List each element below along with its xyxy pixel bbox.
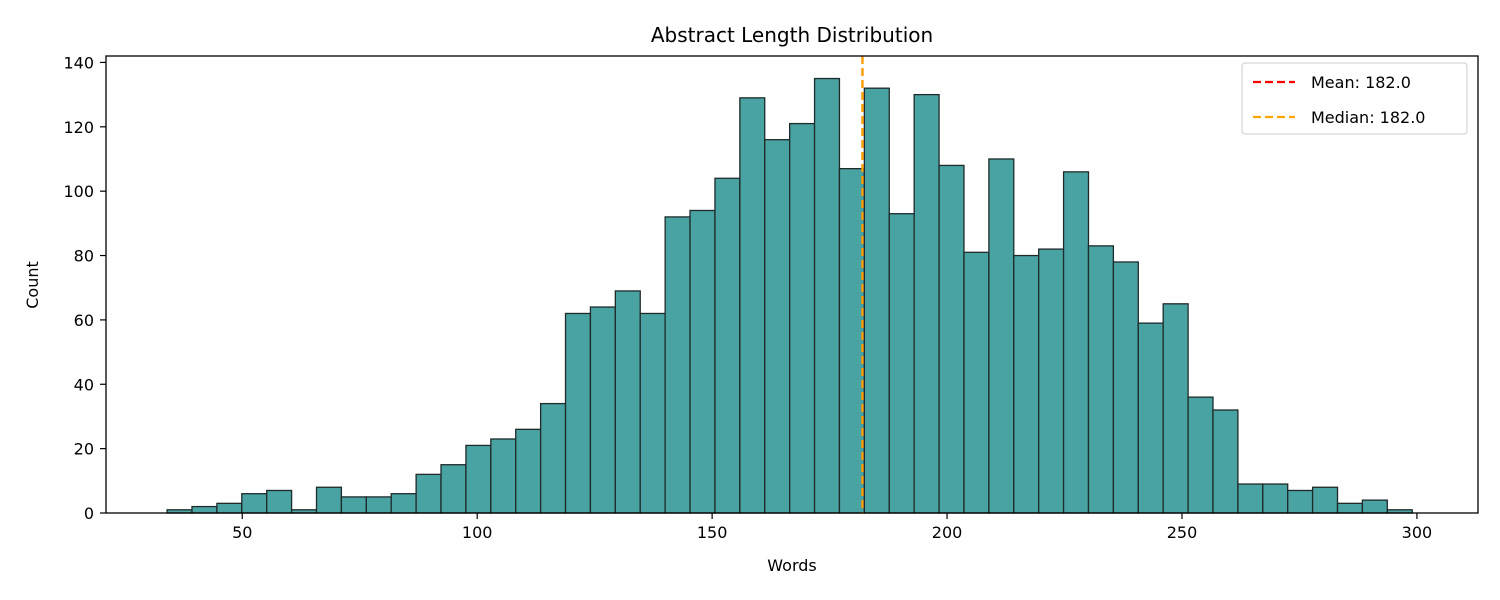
histogram-bar-9 — [390, 493, 417, 514]
y-tick-label: 0 — [84, 504, 94, 523]
histogram-bar-44 — [1262, 483, 1289, 514]
histogram-bar-37 — [1087, 245, 1115, 514]
mean-legend-label: Mean: 182.0 — [1311, 73, 1411, 92]
histogram-bar-11 — [440, 464, 467, 514]
histogram-bar-10 — [415, 473, 442, 514]
histogram-bar-35 — [1038, 248, 1065, 514]
x-tick-label: 250 — [1167, 523, 1198, 542]
histogram-bar-6 — [315, 486, 343, 514]
x-tick-label: 150 — [697, 523, 728, 542]
histogram-bar-12 — [465, 444, 492, 514]
histogram-bar-24 — [764, 139, 791, 514]
histogram-bar-39 — [1137, 322, 1164, 514]
histogram-bar-27 — [838, 167, 866, 514]
histogram-bar-15 — [539, 402, 567, 514]
histogram-bar-48 — [1361, 499, 1388, 514]
histogram-bar-36 — [1062, 171, 1090, 514]
x-tick-label: 50 — [232, 523, 252, 542]
histogram-bar-20 — [664, 216, 691, 514]
y-axis-ticks: 0 20 40 60 80 100 120 140 — [63, 53, 106, 523]
histogram-bar-32 — [963, 251, 990, 514]
histogram-bar-17 — [589, 306, 616, 514]
histogram-bar-13 — [490, 438, 517, 514]
histogram-bar-18 — [614, 290, 641, 514]
x-tick-label: 300 — [1402, 523, 1433, 542]
histogram-bar-28 — [863, 87, 890, 514]
histogram-bar-8 — [365, 496, 392, 514]
histogram-bar-38 — [1112, 261, 1139, 514]
histogram-bar-46 — [1311, 486, 1339, 514]
histogram-bar-34 — [1013, 254, 1040, 514]
x-axis-ticks: 50 100 150 200 250 300 — [232, 513, 1432, 542]
histogram-bar-47 — [1336, 502, 1364, 514]
histogram-bar-1 — [191, 505, 218, 514]
legend: Mean: 182.0 Median: 182.0 — [1241, 62, 1468, 135]
histogram-bar-3 — [241, 493, 268, 514]
histogram-bar-7 — [340, 496, 367, 514]
histogram-bar-42 — [1212, 409, 1239, 514]
histogram-bar-4 — [266, 489, 293, 514]
histogram-bar-33 — [988, 158, 1015, 514]
histogram-bar-43 — [1237, 483, 1264, 514]
histogram-bar-22 — [714, 177, 741, 514]
x-axis-label: Words — [767, 556, 816, 575]
histogram-bar-40 — [1162, 303, 1189, 514]
histogram-bar-14 — [515, 428, 542, 514]
histogram-bar-25 — [789, 122, 816, 514]
histogram-bar-2 — [216, 502, 243, 514]
plot-frame — [105, 55, 1479, 514]
x-tick-label: 200 — [932, 523, 963, 542]
y-tick-label: 20 — [74, 440, 94, 459]
histogram-bar-21 — [689, 209, 716, 514]
y-tick-label: 120 — [63, 118, 94, 137]
histogram-bar-29 — [888, 213, 915, 514]
histogram-bar-31 — [938, 164, 965, 514]
y-tick-label: 140 — [63, 53, 94, 72]
histogram-bar-23 — [739, 97, 766, 514]
y-tick-label: 60 — [74, 311, 94, 330]
y-axis-label: Count — [23, 261, 42, 309]
histogram-bar-16 — [564, 312, 592, 514]
x-tick-label: 100 — [462, 523, 493, 542]
bars-group — [166, 77, 1413, 514]
chart-title: Abstract Length Distribution — [651, 23, 933, 47]
histogram-bar-41 — [1187, 396, 1214, 514]
histogram-bar-19 — [639, 312, 666, 514]
histogram-bar-30 — [913, 93, 940, 514]
y-tick-label: 40 — [74, 375, 94, 394]
y-tick-label: 80 — [74, 247, 94, 266]
histogram-bar-45 — [1287, 489, 1314, 514]
histogram-bar-26 — [813, 77, 841, 514]
y-tick-label: 100 — [63, 182, 94, 201]
median-legend-label: Median: 182.0 — [1311, 108, 1425, 127]
legend-box — [1241, 62, 1468, 135]
